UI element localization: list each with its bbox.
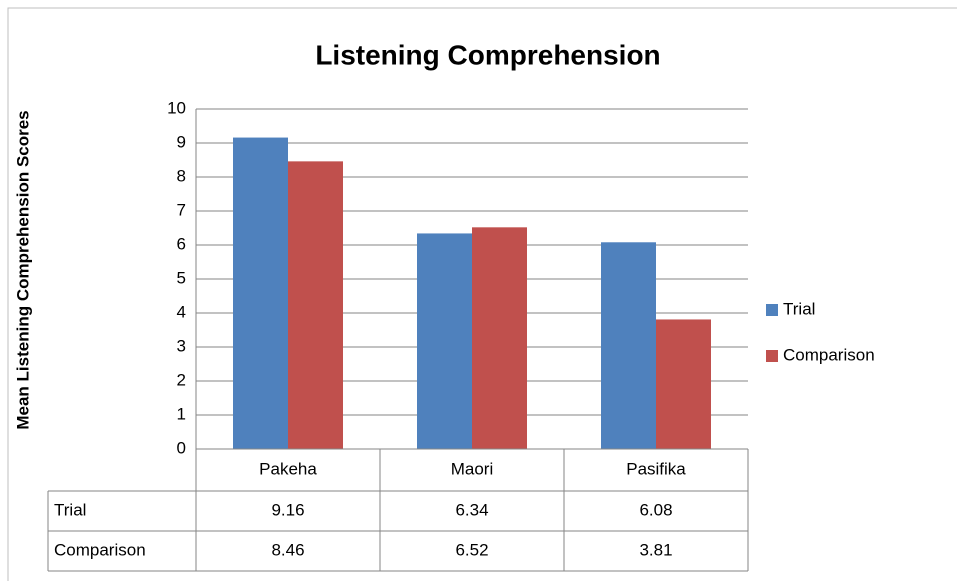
y-tick-label: 10 <box>167 98 186 117</box>
y-tick-label: 8 <box>177 166 186 185</box>
chart-border <box>7 7 957 581</box>
y-tick-label: 6 <box>177 234 186 253</box>
table-value: 3.81 <box>639 540 672 559</box>
legend-swatch <box>766 304 778 316</box>
bar <box>472 227 527 449</box>
chart-title: Listening Comprehension <box>315 39 660 70</box>
y-tick-label: 1 <box>177 404 186 423</box>
x-tick-label: Pakeha <box>259 459 317 478</box>
bar <box>601 242 656 449</box>
y-tick-label: 3 <box>177 336 186 355</box>
table-row-label: Trial <box>54 500 86 519</box>
y-tick-label: 5 <box>177 268 186 287</box>
bar <box>288 161 343 450</box>
x-tick-label: Pasifika <box>626 459 686 478</box>
y-tick-label: 9 <box>177 132 186 151</box>
y-axis-label: Mean Listening Comprehension Scores <box>13 110 32 429</box>
bar <box>656 319 711 449</box>
table-value: 9.16 <box>271 500 304 519</box>
legend-label: Trial <box>783 299 815 318</box>
legend-label: Comparison <box>783 345 875 364</box>
bar <box>233 137 288 449</box>
legend-swatch <box>766 350 778 362</box>
y-tick-label: 7 <box>177 200 186 219</box>
table-value: 8.46 <box>271 540 304 559</box>
table-row-label: Comparison <box>54 540 146 559</box>
table-value: 6.08 <box>639 500 672 519</box>
table-value: 6.34 <box>455 500 488 519</box>
y-tick-label: 4 <box>177 302 186 321</box>
y-tick-label: 0 <box>177 438 186 457</box>
y-tick-label: 2 <box>177 370 186 389</box>
table-value: 6.52 <box>455 540 488 559</box>
x-tick-label: Maori <box>451 459 494 478</box>
bar <box>417 233 472 449</box>
